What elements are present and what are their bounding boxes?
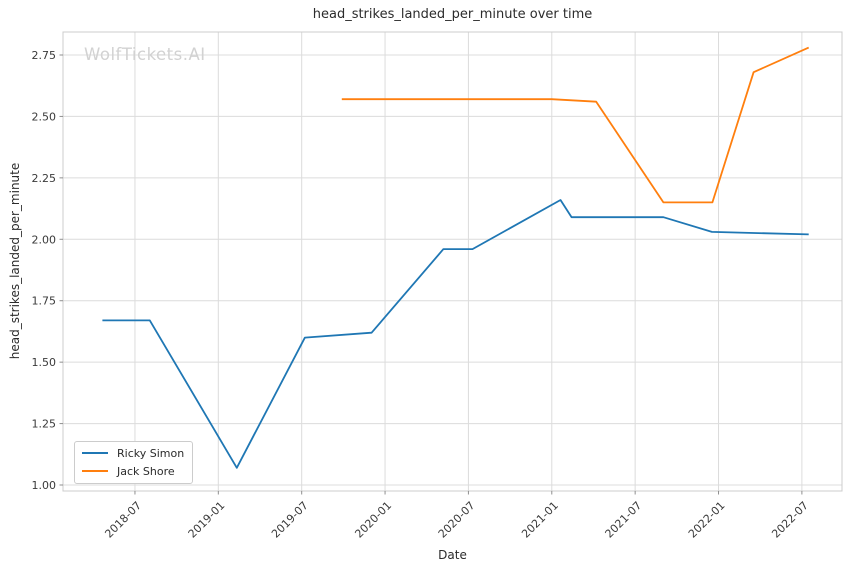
x-tick-label: 2020-07	[436, 499, 478, 541]
series-line-jack-shore	[341, 46, 810, 204]
y-tick-label: 2.00	[32, 233, 57, 246]
x-tick-label: 2022-01	[686, 499, 728, 541]
watermark-text: WolfTickets.AI	[84, 45, 206, 64]
x-tick-label: 2018-07	[102, 499, 144, 541]
legend-label: Ricky Simon	[117, 446, 185, 460]
x-tick-label: 2019-01	[186, 499, 228, 541]
legend-line-swatch-blue	[82, 452, 108, 454]
x-tick-label: 2019-07	[269, 499, 311, 541]
x-tick-label: 2021-01	[519, 499, 561, 541]
x-axis-label: Date	[438, 548, 467, 562]
legend-label: Jack Shore	[117, 464, 175, 478]
y-tick-label: 2.50	[32, 110, 57, 123]
x-tick-label: 2021-07	[603, 499, 645, 541]
legend-item-jack-shore: Jack Shore	[82, 462, 184, 480]
legend-line-swatch-orange	[82, 470, 108, 472]
y-tick-label: 1.00	[32, 479, 57, 492]
x-tick-label: 2022-07	[769, 499, 811, 541]
y-tick-label: 2.25	[32, 172, 57, 185]
y-tick-label: 2.75	[32, 49, 57, 62]
legend-item-ricky-simon: Ricky Simon	[82, 444, 184, 462]
y-axis-label: head_strikes_landed_per_minute	[8, 162, 22, 360]
chart-title: head_strikes_landed_per_minute over time	[312, 7, 593, 22]
y-tick-label: 1.50	[32, 356, 57, 369]
legend: Ricky Simon Jack Shore	[74, 441, 194, 484]
axes-spines	[62, 31, 843, 492]
x-tick-label: 2020-01	[352, 499, 394, 541]
y-tick-label: 1.25	[32, 418, 57, 431]
series-line-ricky-simon	[102, 199, 809, 469]
y-tick-label: 1.75	[32, 295, 57, 308]
